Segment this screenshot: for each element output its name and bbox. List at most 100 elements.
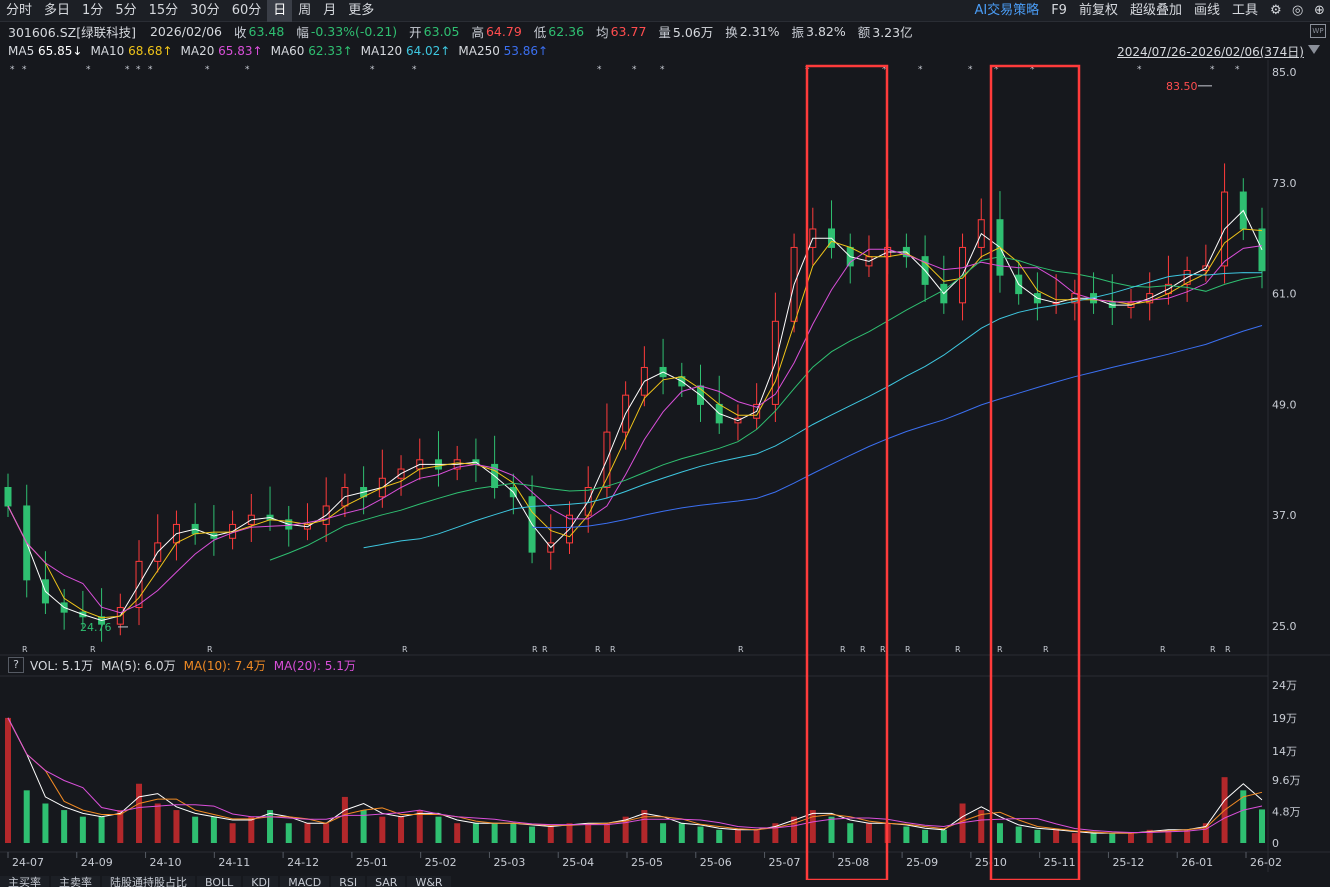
toolbar-right-2[interactable]: 前复权 (1078, 3, 1118, 18)
volume-bar (1053, 829, 1060, 843)
volume-bar (847, 823, 854, 843)
kline-chart[interactable]: 85.0 73.0 61.0 49.0 37.0 25.0 83.50 24.76 * * * * * *… (0, 60, 1330, 880)
volume-bar (1240, 790, 1247, 843)
event-star-marker: * (1137, 65, 1142, 75)
add-icon[interactable]: ⊕ (1314, 3, 1325, 18)
event-r-marker: R (997, 645, 1003, 654)
date-range-selector[interactable]: 2024/07/26-2026/02/06(374日) (1117, 45, 1304, 59)
vol-ma-line-2 (7, 717, 1263, 833)
ma-name: MA120 (360, 44, 406, 58)
volume-bar (529, 826, 536, 843)
toolbar-right-5[interactable]: 工具 (1231, 3, 1258, 18)
volume-bar (791, 816, 798, 843)
volume-bar (1165, 829, 1172, 843)
volume-bar (697, 826, 704, 843)
ma-legend-ma20: MA20 65.83↑ (181, 44, 263, 58)
period-tab-5[interactable]: 30分 (190, 2, 220, 18)
ma-line-4 (363, 272, 1263, 549)
volume-bar (285, 823, 292, 843)
wp-icon[interactable]: WP (1310, 24, 1326, 38)
ma-name: MA10 (90, 44, 129, 58)
volume-bar (1109, 833, 1116, 843)
date-tick-label: 25-01 (356, 856, 388, 869)
period-tab-6[interactable]: 60分 (231, 2, 262, 18)
ma-name: MA20 (180, 44, 219, 58)
date-tick-label: 25-07 (769, 856, 801, 869)
ma-line-1 (7, 228, 1263, 619)
volume-bar (1146, 829, 1153, 843)
ma-legend-ma120: MA120 64.02↑ (361, 44, 451, 58)
indicator-tab-2[interactable]: 陆股通持股占比 (102, 876, 195, 887)
volume-bar (622, 816, 629, 843)
amplitude-label: 振 (791, 25, 805, 40)
volume-bar (510, 823, 517, 843)
price-tick-label: 85.0 (1272, 66, 1297, 79)
date-tick-label: 25-04 (562, 856, 594, 869)
date-tick-label: 25-05 (631, 856, 663, 869)
event-r-marker: R (905, 645, 911, 654)
help-icon[interactable]: ? (8, 657, 24, 673)
indicator-tab-4[interactable]: KDJ (243, 876, 279, 887)
indicator-tab-3[interactable]: BOLL (197, 876, 242, 887)
volume-bar (98, 816, 105, 843)
target-icon[interactable]: ◎ (1292, 3, 1304, 18)
event-star-marker: * (660, 65, 665, 75)
date-tick-label: 25-06 (700, 856, 732, 869)
period-tab-10[interactable]: 更多 (348, 2, 375, 18)
event-r-marker: R (1043, 645, 1049, 654)
event-r-marker: R (22, 645, 28, 654)
volume-bar (192, 816, 199, 843)
toolbar-right-0[interactable]: AI交易策略 (974, 3, 1040, 18)
volume-bar (491, 823, 498, 843)
period-tab-8[interactable]: 周 (298, 2, 312, 18)
indicator-tab-8[interactable]: W&R (407, 876, 451, 887)
volume-bar (678, 823, 685, 843)
ma-legend-ma10: MA10 68.68↑ (90, 44, 172, 58)
price-tick-label: 25.0 (1272, 620, 1297, 633)
toolbar-right-3[interactable]: 超级叠加 (1129, 3, 1182, 18)
event-r-marker: R (90, 645, 96, 654)
event-r-marker: R (860, 645, 866, 654)
indicator-tab-6[interactable]: RSI (331, 876, 366, 887)
event-r-marker: R (1160, 645, 1166, 654)
volume-bar (398, 816, 405, 843)
period-tab-4[interactable]: 15分 (148, 2, 179, 18)
period-tab-1[interactable]: 多日 (44, 2, 71, 18)
ma-line-2 (7, 245, 1263, 614)
event-star-marker: * (125, 65, 130, 75)
indicator-tab-7[interactable]: SAR (367, 876, 406, 887)
toolbar-right-1[interactable]: F9 (1051, 3, 1067, 18)
ma-line-3 (269, 256, 1263, 561)
avg-label: 均 (596, 25, 609, 40)
ma-value: 64.02↑ (405, 44, 451, 58)
event-star-marker: * (10, 65, 15, 75)
event-star-marker: * (136, 65, 141, 75)
indicator-tab-5[interactable]: MACD (280, 876, 330, 887)
ma-value: 62.33↑ (308, 44, 353, 58)
volume-bar (547, 826, 554, 843)
stock-code: 301606.SZ[绿联科技] (8, 25, 136, 40)
ma-name: MA5 (8, 44, 39, 58)
indicator-tab-1[interactable]: 主卖率 (51, 876, 100, 887)
period-tab-2[interactable]: 1分 (82, 2, 104, 18)
ma-value: 68.68↑ (128, 44, 173, 58)
date-tick-label: 25-09 (906, 856, 938, 869)
period-tab-3[interactable]: 5分 (115, 2, 137, 18)
indicator-tab-0[interactable]: 主买率 (0, 876, 49, 887)
turnover-value: 2.31% (739, 24, 780, 39)
event-star-marker: * (412, 65, 417, 75)
volume-bar (154, 803, 161, 843)
event-r-marker: R (880, 645, 886, 654)
volume-legend-bar: ? VOL: 5.1万 MA(5): 6.0万 MA(10): 7.4万 MA(… (0, 656, 1268, 674)
period-tab-0[interactable]: 分时 (6, 2, 33, 18)
settings-gear-icon[interactable]: ⚙ (1270, 3, 1282, 18)
period-tab-7[interactable]: 日 (267, 0, 293, 22)
date-tick-label: 24-11 (218, 856, 250, 869)
toolbar-right-4[interactable]: 画线 (1193, 3, 1220, 18)
volume-bar (940, 829, 947, 843)
period-tab-9[interactable]: 月 (323, 2, 337, 18)
vol-tick-label: 4.8万 (1272, 805, 1301, 818)
volume-bar (978, 810, 985, 843)
indicator-tabs: 主买率 主卖率 陆股通持股占比 BOLL KDJ MACD RSI SAR W&R (0, 876, 1330, 887)
range-dropdown-icon[interactable] (1308, 45, 1320, 54)
